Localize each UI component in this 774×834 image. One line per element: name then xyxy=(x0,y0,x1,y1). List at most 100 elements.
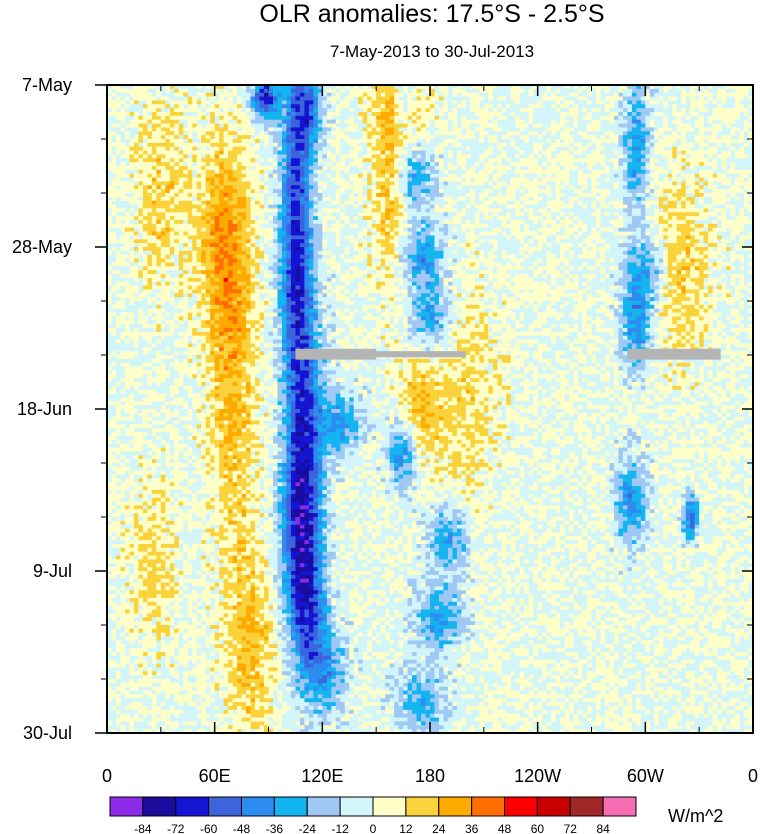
heatmap-cell xyxy=(556,104,561,108)
heatmap-cell xyxy=(488,93,493,97)
heatmap-cell xyxy=(686,116,691,120)
heatmap-cell xyxy=(120,166,125,170)
heatmap-cell xyxy=(713,174,718,178)
heatmap-cell xyxy=(242,135,247,139)
heatmap-cell xyxy=(722,147,727,151)
heatmap-cell xyxy=(551,112,556,116)
heatmap-cell xyxy=(726,93,731,97)
heatmap-cell xyxy=(502,143,507,147)
heatmap-cell xyxy=(461,147,466,151)
heatmap-cell xyxy=(417,124,422,128)
heatmap-cell xyxy=(116,197,121,201)
heatmap-cell xyxy=(210,166,215,170)
heatmap-cell xyxy=(421,124,426,128)
heatmap-cell xyxy=(668,108,673,112)
heatmap-cell xyxy=(443,97,448,101)
heatmap-cell xyxy=(515,185,520,189)
heatmap-cell xyxy=(717,131,722,135)
heatmap-cell xyxy=(147,189,152,193)
heatmap-cell xyxy=(479,151,484,155)
heatmap-cell xyxy=(394,185,399,189)
heatmap-cell xyxy=(461,116,466,120)
heatmap-cell xyxy=(224,89,229,93)
heatmap-cell xyxy=(681,151,686,155)
heatmap-cell xyxy=(426,174,431,178)
heatmap-cell xyxy=(381,135,386,139)
heatmap-cell xyxy=(273,185,278,189)
heatmap-cell xyxy=(237,170,242,174)
heatmap-cell xyxy=(533,158,538,162)
heatmap-cell xyxy=(524,93,529,97)
heatmap-cell xyxy=(668,197,673,201)
heatmap-cell xyxy=(412,201,417,205)
heatmap-cell xyxy=(390,166,395,170)
heatmap-cell xyxy=(233,162,238,166)
heatmap-cell xyxy=(376,170,381,174)
heatmap-cell xyxy=(120,120,125,124)
heatmap-cell xyxy=(237,100,242,104)
heatmap-cell xyxy=(502,116,507,120)
heatmap-cell xyxy=(286,124,291,128)
heatmap-cell xyxy=(551,208,556,212)
heatmap-cell xyxy=(345,181,350,185)
heatmap-cell xyxy=(506,154,511,158)
heatmap-cell xyxy=(699,162,704,166)
heatmap-cell xyxy=(479,205,484,209)
heatmap-cell xyxy=(408,166,413,170)
heatmap-cell xyxy=(583,139,588,143)
heatmap-cell xyxy=(744,208,749,212)
heatmap-cell xyxy=(381,100,386,104)
heatmap-cell xyxy=(120,181,125,185)
heatmap-cell xyxy=(354,216,359,220)
heatmap-cell xyxy=(672,170,677,174)
heatmap-cell xyxy=(147,154,152,158)
heatmap-cell xyxy=(228,181,233,185)
heatmap-cell xyxy=(430,212,435,216)
heatmap-cell xyxy=(677,193,682,197)
heatmap-cell xyxy=(143,116,148,120)
heatmap-cell xyxy=(740,89,745,93)
heatmap-cell xyxy=(318,178,323,182)
heatmap-cell xyxy=(461,212,466,216)
heatmap-cell xyxy=(439,104,444,108)
heatmap-cell xyxy=(731,166,736,170)
heatmap-cell xyxy=(219,170,224,174)
heatmap-cell xyxy=(735,97,740,101)
heatmap-cell xyxy=(129,108,134,112)
heatmap-cell xyxy=(309,151,314,155)
heatmap-cell xyxy=(269,193,274,197)
heatmap-cell xyxy=(264,124,269,128)
heatmap-cell xyxy=(228,131,233,135)
heatmap-cell xyxy=(636,100,641,104)
heatmap-cell xyxy=(659,112,664,116)
heatmap-cell xyxy=(434,212,439,216)
heatmap-cell xyxy=(327,100,332,104)
heatmap-cell xyxy=(713,131,718,135)
heatmap-cell xyxy=(466,104,471,108)
heatmap-cell xyxy=(551,151,556,155)
heatmap-cell xyxy=(609,89,614,93)
heatmap-cell xyxy=(399,162,404,166)
heatmap-cell xyxy=(587,174,592,178)
heatmap-cell xyxy=(443,170,448,174)
heatmap-cell xyxy=(636,147,641,151)
heatmap-cell xyxy=(295,174,300,178)
heatmap-cell xyxy=(547,143,552,147)
heatmap-cell xyxy=(116,174,121,178)
heatmap-cell xyxy=(242,166,247,170)
heatmap-cell xyxy=(497,104,502,108)
heatmap-cell xyxy=(116,193,121,197)
heatmap-cell xyxy=(376,108,381,112)
heatmap-cell xyxy=(434,139,439,143)
heatmap-cell xyxy=(636,212,641,216)
heatmap-cell xyxy=(506,151,511,155)
heatmap-cell xyxy=(309,112,314,116)
heatmap-cell xyxy=(452,139,457,143)
heatmap-cell xyxy=(255,116,260,120)
heatmap-cell xyxy=(524,174,529,178)
heatmap-cell xyxy=(538,162,543,166)
heatmap-cell xyxy=(479,166,484,170)
heatmap-cell xyxy=(596,154,601,158)
heatmap-cell xyxy=(529,212,534,216)
heatmap-cell xyxy=(654,185,659,189)
